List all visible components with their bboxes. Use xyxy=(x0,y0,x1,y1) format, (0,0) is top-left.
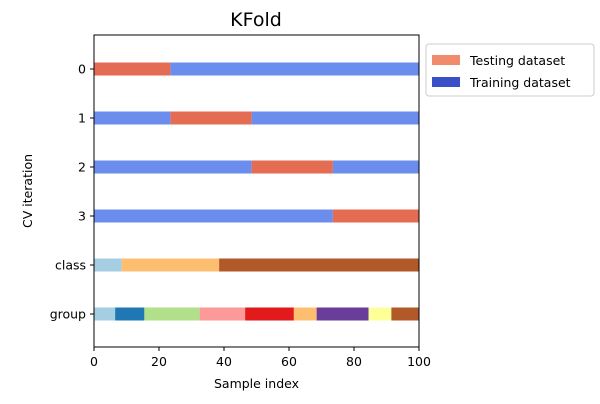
chart-title: KFold xyxy=(230,9,282,31)
bar-segment-group-8 xyxy=(391,307,420,321)
x-tick-label: 40 xyxy=(216,354,232,369)
bar-segment-group-3 xyxy=(199,307,246,321)
bar-segment-1-2 xyxy=(251,111,420,125)
legend-swatch-training xyxy=(432,77,460,87)
bar-segment-0-0 xyxy=(94,62,171,76)
bar-segment-group-2 xyxy=(144,307,200,321)
y-tick-label: 3 xyxy=(78,209,86,224)
bar-segment-1-0 xyxy=(94,111,171,125)
plot-frame xyxy=(93,34,420,348)
bar-segment-group-6 xyxy=(316,307,369,321)
bar-segment-class-1 xyxy=(121,258,220,272)
bar-segment-3-1 xyxy=(332,209,420,223)
bar-segment-class-0 xyxy=(94,258,122,272)
x-ticks-group: 0 20 40 60 80 100 xyxy=(90,347,431,369)
bar-segment-group-0 xyxy=(94,307,116,321)
x-tick-label: 60 xyxy=(281,354,297,369)
bar-segment-group-7 xyxy=(368,307,392,321)
bar-segment-group-1 xyxy=(115,307,145,321)
bar-segment-2-0 xyxy=(94,160,252,174)
bar-segment-3-0 xyxy=(94,209,333,223)
bar-segment-2-1 xyxy=(251,160,333,174)
bar-segment-class-2 xyxy=(219,258,420,272)
y-tick-label: class xyxy=(55,258,86,273)
legend: Testing dataset Training dataset xyxy=(425,43,595,97)
legend-label-testing: Testing dataset xyxy=(469,53,565,68)
legend-label-training: Training dataset xyxy=(469,75,571,90)
y-tick-label: 2 xyxy=(78,160,86,175)
bar-segment-group-5 xyxy=(293,307,317,321)
bar-segment-1-1 xyxy=(170,111,252,125)
bar-segment-0-1 xyxy=(170,62,420,76)
x-tick-label: 20 xyxy=(151,354,167,369)
legend-swatch-testing xyxy=(432,55,460,65)
x-axis-label: Sample index xyxy=(214,376,299,391)
legend-frame xyxy=(425,43,595,97)
x-tick-label: 100 xyxy=(407,354,431,369)
x-tick-label: 80 xyxy=(346,354,362,369)
bars-group xyxy=(94,62,420,321)
y-axis-label: CV iteration xyxy=(20,154,35,228)
y-ticks-group: 0 1 2 3 class group xyxy=(50,62,94,322)
y-tick-label: 0 xyxy=(78,62,86,77)
bar-segment-group-4 xyxy=(245,307,294,321)
y-tick-label: 1 xyxy=(78,111,86,126)
bar-segment-2-2 xyxy=(332,160,420,174)
y-tick-label: group xyxy=(50,307,86,322)
x-tick-label: 0 xyxy=(90,354,98,369)
